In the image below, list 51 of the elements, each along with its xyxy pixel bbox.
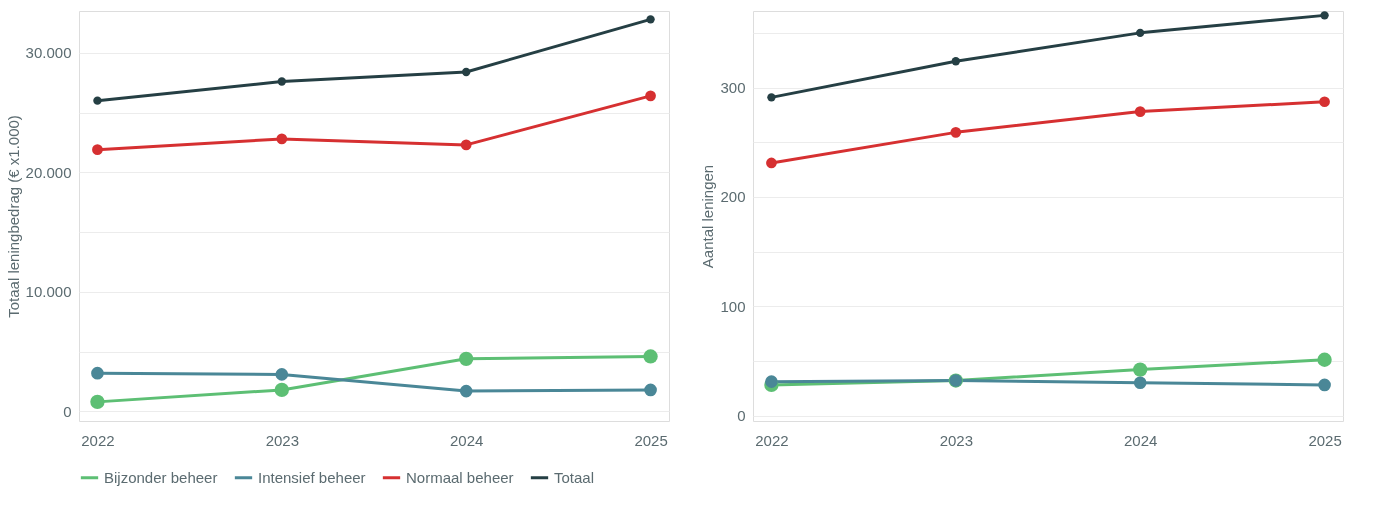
y-tick-label: 200 [720, 188, 746, 206]
point [462, 67, 471, 77]
point [645, 90, 656, 102]
legend-label: Intensief beheer [258, 468, 366, 486]
x-tick-label: 2023 [939, 431, 973, 449]
point [90, 394, 105, 410]
point [1319, 96, 1330, 108]
y-tick-label: 20.000 [25, 163, 72, 181]
point [92, 144, 103, 156]
x-tick-label: 2022 [81, 431, 115, 449]
point [1136, 28, 1145, 38]
point [91, 366, 104, 380]
y-tick-label: 300 [720, 79, 746, 97]
point [644, 383, 657, 397]
y-tick-label: 0 [63, 402, 72, 420]
point [277, 77, 286, 86]
point [1134, 106, 1146, 117]
point [1133, 376, 1147, 390]
point [275, 368, 289, 381]
point [459, 384, 473, 398]
point [767, 93, 776, 102]
point [459, 351, 474, 366]
x-tick-label: 2025 [1308, 431, 1342, 449]
legend-label: Normaal beheer [406, 468, 514, 486]
point [1318, 378, 1331, 392]
point [274, 382, 289, 398]
x-tick-label: 2025 [634, 431, 668, 449]
x-tick-label: 2024 [1124, 431, 1158, 449]
x-tick-label: 2023 [265, 431, 299, 449]
point [276, 133, 288, 145]
point [950, 127, 962, 138]
x-tick-label: 2022 [755, 431, 789, 449]
y-tick-label: 0 [737, 407, 746, 425]
y-tick-label: 100 [720, 297, 746, 315]
point [1317, 352, 1332, 367]
y-tick-label: 10.000 [25, 283, 72, 301]
legend-label: Bijzonder beheer [104, 468, 218, 486]
point [766, 157, 777, 169]
y-axis-title: Totaal leningbedrag (€ x1.000) [4, 115, 22, 318]
point [951, 57, 960, 66]
point [460, 139, 472, 151]
point [1133, 362, 1148, 377]
point [93, 96, 102, 105]
y-axis-title: Aantal leningen [699, 164, 717, 269]
point [646, 15, 655, 24]
point [1320, 11, 1329, 20]
y-tick-label: 30.000 [25, 44, 72, 62]
point [643, 349, 658, 364]
x-tick-label: 2024 [450, 431, 484, 449]
legend-label: Totaal [554, 468, 595, 486]
point [765, 375, 778, 388]
